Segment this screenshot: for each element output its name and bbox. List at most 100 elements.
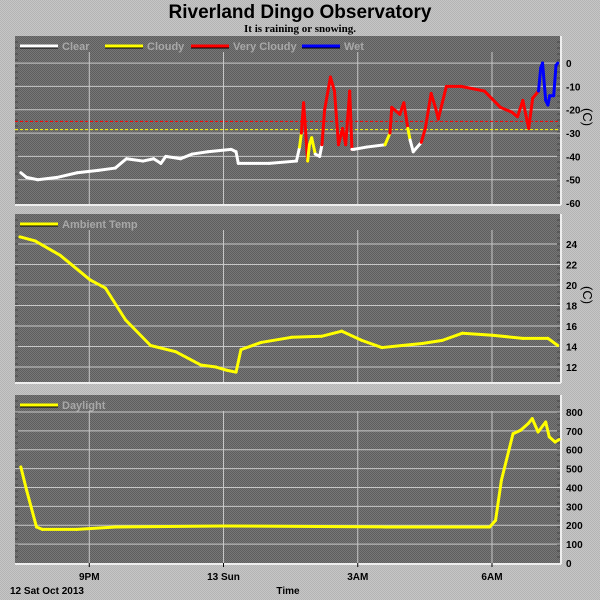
- series-segment: [380, 344, 404, 350]
- series-segment: [429, 91, 438, 112]
- series-segment: [340, 329, 364, 342]
- legend-label[interactable]: Wet: [344, 41, 364, 53]
- series-segment: [199, 363, 218, 369]
- x-tick-label: 13 Sun: [207, 572, 240, 583]
- series-segment: [96, 166, 117, 172]
- x-tick-label: 3AM: [347, 572, 368, 583]
- legend-label[interactable]: Ambient Temp: [62, 219, 138, 231]
- panel-daylight: 0 100 200 300 400 500 600 700 800 Daylight 9PM 13 S…: [15, 395, 583, 583]
- series-segment: [124, 157, 145, 163]
- y-tick-label: 18: [566, 302, 578, 313]
- series-segment: [58, 253, 92, 282]
- y-tick-label: -30: [566, 129, 581, 140]
- date-label: 12 Sat Oct 2013: [10, 586, 84, 597]
- y-tick-label: 500: [566, 465, 583, 476]
- y-tick-label: 100: [566, 540, 583, 551]
- y-tick-label: 24: [566, 240, 578, 251]
- y-tick-label: 400: [566, 483, 583, 494]
- series-segment: [537, 66, 543, 93]
- y-axis-unit: (C): [580, 108, 595, 126]
- series-segment: [420, 338, 444, 345]
- series-segment: [400, 341, 424, 348]
- series-segment: [25, 488, 38, 529]
- series-segment: [124, 318, 153, 348]
- x-tick-label: 9PM: [79, 572, 100, 583]
- series-segment: [328, 75, 336, 93]
- series-segment: [33, 239, 62, 257]
- series-segment: [164, 154, 183, 161]
- series-segment: [298, 131, 303, 149]
- series-segment: [544, 420, 551, 439]
- series-segment: [320, 329, 344, 338]
- y-tick-label: 700: [566, 427, 583, 438]
- series-segment: [174, 350, 203, 367]
- series-segment: [179, 152, 194, 161]
- series-segment: [75, 168, 100, 175]
- series-segment: [423, 91, 433, 130]
- series-segment: [546, 94, 552, 107]
- series-segment: [365, 143, 387, 149]
- y-tick-label: 600: [566, 446, 583, 457]
- series-segment: [419, 126, 427, 144]
- series-segment: [519, 422, 530, 432]
- series-segment: [482, 89, 502, 109]
- series-segment: [310, 136, 317, 156]
- series-segment: [402, 101, 410, 130]
- series-segment: [332, 89, 341, 147]
- series-segment: [348, 89, 354, 151]
- series-segment: [531, 89, 541, 100]
- y-tick-label: -50: [566, 176, 581, 187]
- series-segment: [498, 105, 514, 114]
- series-segment: [55, 171, 79, 179]
- series-segment: [294, 145, 302, 163]
- series-segment: [388, 105, 394, 135]
- plot-area: [15, 395, 560, 563]
- series-segment: [536, 420, 548, 434]
- series-segment: [352, 145, 369, 151]
- y-tick-label: 14: [566, 343, 578, 354]
- series-segment: [259, 335, 294, 344]
- legend-label[interactable]: Cloudy: [147, 41, 185, 53]
- y-tick-label: -10: [566, 82, 581, 93]
- series-segment: [114, 524, 226, 529]
- legend-label[interactable]: Daylight: [62, 400, 106, 412]
- y-axis-unit: (C): [580, 286, 595, 304]
- chart-subtitle: It is raining or snowing.: [244, 23, 356, 35]
- series-segment: [553, 438, 561, 444]
- series-segment: [88, 278, 107, 290]
- y-tick-label: 0: [566, 559, 572, 570]
- series-segment: [302, 101, 307, 130]
- series-segment: [360, 338, 384, 350]
- series-segment: [320, 108, 327, 147]
- plot-area: [15, 214, 560, 382]
- series-segment: [234, 348, 243, 374]
- series-segment: [541, 61, 548, 102]
- series-segment: [440, 331, 464, 342]
- series-segment: [546, 336, 560, 348]
- plot-area: [15, 36, 560, 204]
- series-segment: [552, 63, 558, 98]
- x-axis-label: Time: [276, 586, 300, 597]
- panel-sky-temperature: 0 -10 -20 -30 -40 -50 -60 Clear Cloudy Very Cloud…: [15, 36, 595, 210]
- series-segment: [527, 96, 535, 130]
- y-tick-label: -40: [566, 152, 581, 163]
- series-segment: [224, 368, 238, 374]
- x-tick-label: 6AM: [481, 572, 502, 583]
- series-segment: [234, 150, 240, 165]
- legend-label[interactable]: Very Cloudy: [233, 41, 297, 53]
- series-segment: [406, 126, 412, 142]
- series-segment: [25, 175, 40, 182]
- series-segment: [19, 465, 29, 492]
- y-tick-label: 20: [566, 281, 578, 292]
- y-tick-label: -60: [566, 199, 581, 210]
- y-tick-label: 0: [566, 59, 572, 70]
- series-segment: [18, 235, 37, 243]
- y-tick-label: 16: [566, 322, 578, 333]
- series-segment: [499, 432, 515, 482]
- legend-label[interactable]: Clear: [62, 41, 90, 53]
- series-segment: [306, 143, 311, 163]
- series-segment: [239, 340, 263, 352]
- series-segment: [554, 61, 560, 67]
- series-segment: [214, 365, 228, 372]
- series-segment: [36, 175, 59, 182]
